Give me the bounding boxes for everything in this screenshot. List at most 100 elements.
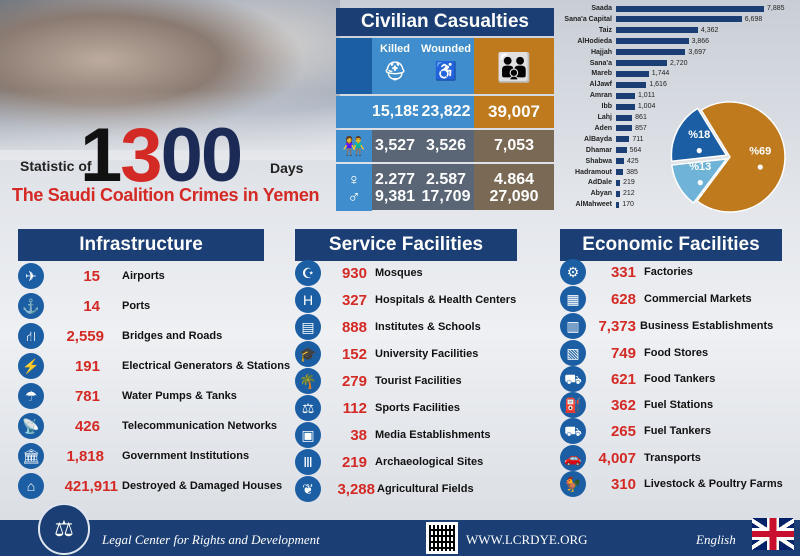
website-link[interactable]: WWW.LCRDYE.ORG bbox=[466, 532, 588, 547]
days-label: Days bbox=[270, 160, 304, 176]
item-value: 152 bbox=[341, 345, 367, 363]
bar bbox=[616, 92, 635, 99]
bar bbox=[616, 158, 624, 165]
bar-category-label: Sana'a Capital bbox=[564, 15, 612, 23]
item-label: Agricultural Fields bbox=[377, 483, 474, 495]
bar-value-label: 564 bbox=[629, 146, 642, 154]
list-item: 🏛 1,818 Government Institutions bbox=[18, 443, 249, 469]
man-icon: ● bbox=[757, 159, 764, 173]
casualties-row-all-icon bbox=[336, 96, 372, 128]
item-label: Archaeological Sites bbox=[375, 456, 484, 468]
children-icon: ● bbox=[696, 143, 703, 157]
bar-category-label: Lahj bbox=[597, 114, 612, 121]
bar-value-label: 2,720 bbox=[670, 59, 688, 67]
anchor-icon: ⚓ bbox=[18, 293, 44, 319]
bar bbox=[616, 136, 630, 143]
uk-flag-icon[interactable] bbox=[752, 518, 794, 550]
casualties-corner bbox=[336, 38, 372, 94]
item-value: 4,007 bbox=[598, 449, 636, 467]
language-label[interactable]: English bbox=[696, 532, 736, 547]
bar bbox=[616, 103, 635, 110]
water-pump-icon: ☂ bbox=[18, 383, 44, 409]
shop-icon: ▥ bbox=[560, 313, 586, 339]
days-digit-3: 0 bbox=[160, 113, 203, 198]
item-value: 327 bbox=[341, 291, 367, 309]
bar-value-label: 711 bbox=[632, 135, 644, 143]
tv-icon: ▣ bbox=[295, 422, 321, 448]
list-item: ▣ 38 Media Establishments bbox=[295, 422, 491, 448]
bar-value-label: 1,616 bbox=[649, 81, 667, 89]
list-item: ⛟ 265 Fuel Tankers bbox=[560, 418, 711, 444]
men-total-cell: 27,090 bbox=[474, 184, 554, 210]
bar bbox=[616, 190, 620, 197]
bar-value-label: 1,004 bbox=[637, 103, 656, 111]
item-label: Telecommunication Networks bbox=[122, 420, 278, 432]
pie-slice bbox=[695, 101, 786, 213]
bar bbox=[616, 70, 649, 77]
organization-name: Legal Center for Rights and Development bbox=[102, 532, 320, 547]
list-item: ✈ 15 Airports bbox=[18, 263, 165, 289]
economic-facilities-title: Economic Facilities bbox=[560, 229, 782, 261]
item-value: 14 bbox=[83, 297, 100, 315]
item-value: 265 bbox=[610, 422, 636, 440]
list-item: 🐓 310 Livestock & Poultry Farms bbox=[560, 471, 783, 497]
item-label: Transports bbox=[644, 452, 701, 464]
item-value: 888 bbox=[341, 318, 367, 336]
bar-value-label: 212 bbox=[622, 190, 635, 198]
bar bbox=[616, 125, 633, 132]
bar-category-label: AdDale bbox=[587, 179, 612, 187]
crescent-icon: ☪ bbox=[295, 260, 321, 286]
item-label: Business Establishments bbox=[640, 320, 774, 332]
item-value: 331 bbox=[610, 263, 636, 281]
list-item: ⛟ 621 Food Tankers bbox=[560, 366, 715, 392]
item-value: 38 bbox=[350, 426, 367, 444]
palm-tree-icon: 🌴 bbox=[295, 368, 321, 394]
item-value: 781 bbox=[74, 387, 100, 405]
statistic-block: Statistic of 1300 Days bbox=[18, 118, 338, 213]
list-item: 🎓 152 University Facilities bbox=[295, 341, 478, 367]
list-item: ☪ 930 Mosques bbox=[295, 260, 423, 286]
bar-category-label: AlMahweet bbox=[575, 201, 612, 209]
pie-slice bbox=[671, 158, 729, 205]
bar-value-label: 861 bbox=[635, 114, 647, 121]
bar-value-label: 219 bbox=[623, 179, 635, 187]
killed-header: Killed ⛑ bbox=[372, 38, 418, 94]
bar-value-label: 4,362 bbox=[700, 26, 719, 34]
qr-code bbox=[426, 522, 458, 554]
man-row-icon: ♂ bbox=[336, 184, 372, 210]
bar bbox=[616, 5, 764, 12]
pie-slice-label: %13 bbox=[689, 161, 711, 173]
item-value: 3,288 bbox=[337, 480, 375, 498]
bar-value-label: 7,885 bbox=[767, 5, 785, 12]
bar-value-label: 1,744 bbox=[651, 70, 670, 78]
list-item: 🌴 279 Tourist Facilities bbox=[295, 368, 462, 394]
governorate-bar-chart: Saada 7,885 Sana'a Capital 6,698 Taiz 4,362 Al… bbox=[560, 0, 800, 220]
road-icon: ⛙ bbox=[18, 323, 44, 349]
bar bbox=[616, 16, 742, 23]
item-label: University Facilities bbox=[375, 348, 479, 360]
bar-category-label: Dhamar bbox=[585, 146, 612, 154]
item-value: 15 bbox=[83, 267, 100, 285]
item-label: Media Establishments bbox=[375, 429, 491, 441]
pie-slice bbox=[670, 107, 728, 163]
campaign-title: The Saudi Coalition Crimes in Yemen bbox=[12, 185, 320, 205]
pillars-icon: Ⅲ bbox=[295, 449, 321, 475]
bar-category-label: AlJawf bbox=[589, 81, 612, 89]
item-value: 7,373 bbox=[598, 317, 636, 335]
wounded-header-label: Wounded bbox=[421, 43, 471, 55]
bar bbox=[616, 27, 698, 34]
bar bbox=[616, 114, 633, 121]
item-label: Livestock & Poultry Farms bbox=[644, 478, 783, 490]
item-label: Fuel Stations bbox=[644, 399, 714, 411]
item-value: 421,911 bbox=[64, 477, 118, 495]
list-item: ⚡ 191 Electrical Generators & Stations bbox=[18, 353, 290, 379]
dumbbell-icon: ⚖ bbox=[295, 395, 321, 421]
item-label: Ports bbox=[122, 300, 151, 312]
item-value: 621 bbox=[610, 370, 636, 388]
list-item: ⚙ 331 Factories bbox=[560, 259, 693, 285]
item-value: 112 bbox=[342, 399, 367, 417]
children-wounded-cell: 3,526 bbox=[418, 130, 474, 162]
item-value: 930 bbox=[341, 264, 367, 282]
bar-value-label: 385 bbox=[626, 168, 638, 176]
killed-icon: ⛑ bbox=[383, 61, 407, 81]
